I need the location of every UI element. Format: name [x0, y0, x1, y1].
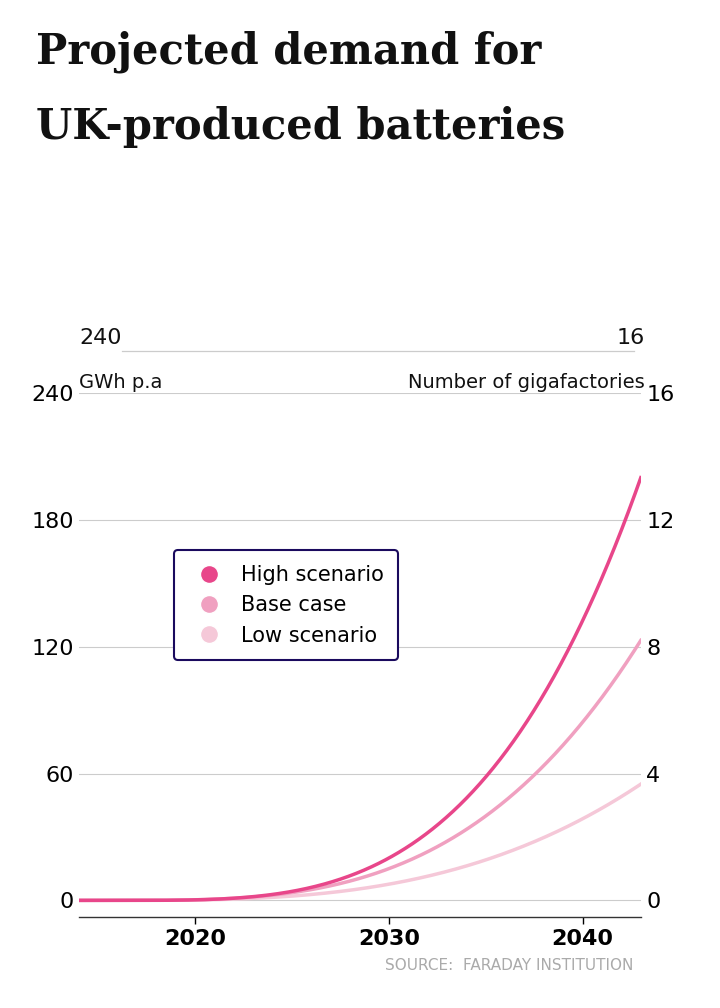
- Text: Projected demand for: Projected demand for: [36, 30, 541, 73]
- Text: UK-produced batteries: UK-produced batteries: [36, 106, 565, 148]
- Text: Number of gigafactories: Number of gigafactories: [408, 373, 644, 392]
- Text: 16: 16: [616, 328, 644, 348]
- Text: SOURCE:  FARADAY INSTITUTION: SOURCE: FARADAY INSTITUTION: [385, 958, 634, 973]
- Legend: High scenario, Base case, Low scenario: High scenario, Base case, Low scenario: [174, 550, 398, 660]
- Text: GWh p.a: GWh p.a: [79, 373, 163, 392]
- Text: 240: 240: [79, 328, 122, 348]
